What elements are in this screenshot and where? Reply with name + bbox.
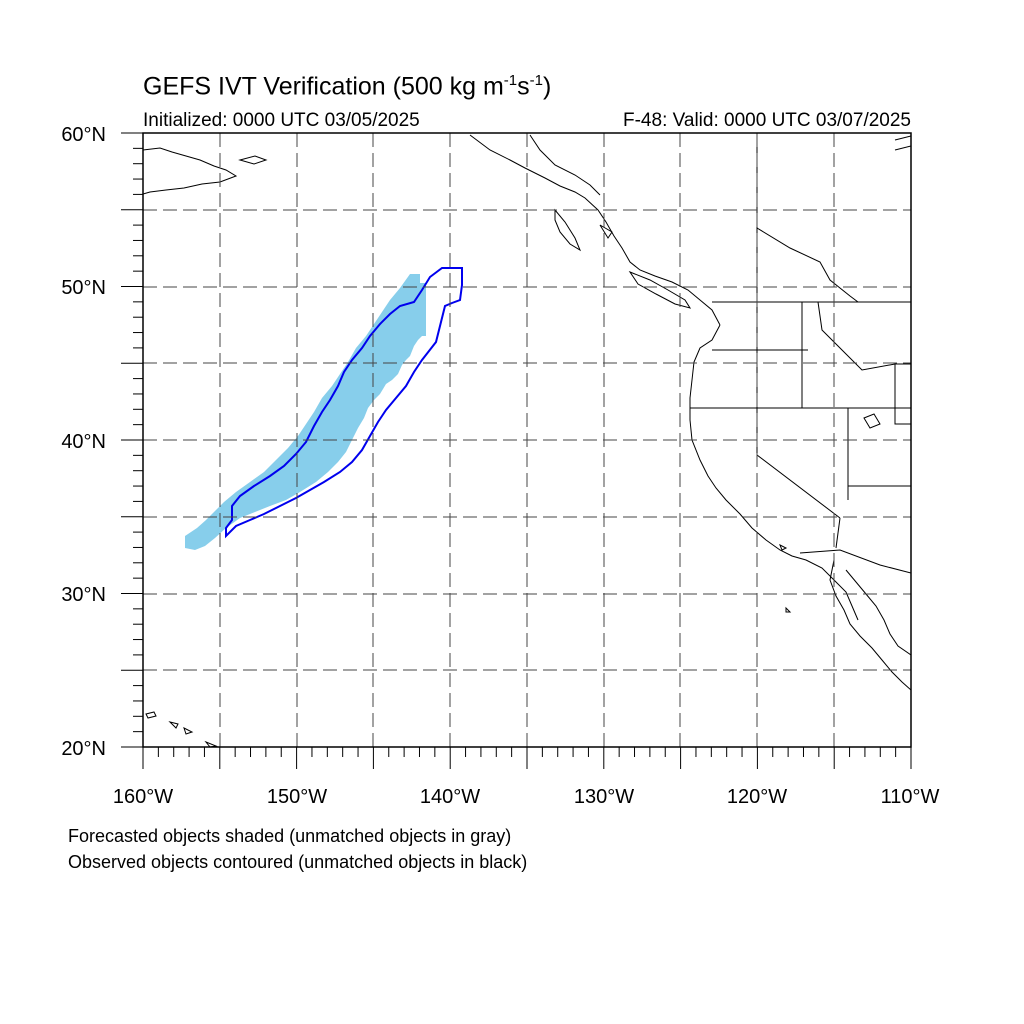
lat-label-30: 30°N	[61, 584, 106, 606]
valid-time: F-48: Valid: 0000 UTC 03/07/2025	[623, 110, 911, 131]
coastlines	[143, 134, 911, 747]
map-title: GEFS IVT Verification (500 kg m-1s-1)	[143, 72, 552, 101]
lon-label-160w: 160°W	[112, 786, 174, 808]
initialized-time: Initialized: 0000 UTC 03/05/2025	[143, 110, 420, 131]
lat-label-50: 50°N	[61, 277, 106, 299]
lat-label-60: 60°N	[61, 124, 106, 146]
lon-label-110w: 110°W	[880, 786, 940, 808]
lat-label-20: 20°N	[61, 738, 106, 760]
caption-observed: Observed objects contoured (unmatched ob…	[68, 852, 528, 872]
lon-label-140w: 140°W	[419, 786, 481, 808]
observed-object-contour	[225, 267, 463, 539]
lat-label-40: 40°N	[61, 431, 106, 453]
political-borders	[690, 133, 911, 574]
lon-label-130w: 130°W	[573, 786, 635, 808]
lon-label-120w: 120°W	[726, 786, 788, 808]
axis-ticks	[121, 132, 912, 769]
lat-lon-grid	[143, 133, 911, 747]
caption-forecast: Forecasted objects shaded (unmatched obj…	[68, 826, 512, 846]
lon-label-150w: 150°W	[266, 786, 328, 808]
